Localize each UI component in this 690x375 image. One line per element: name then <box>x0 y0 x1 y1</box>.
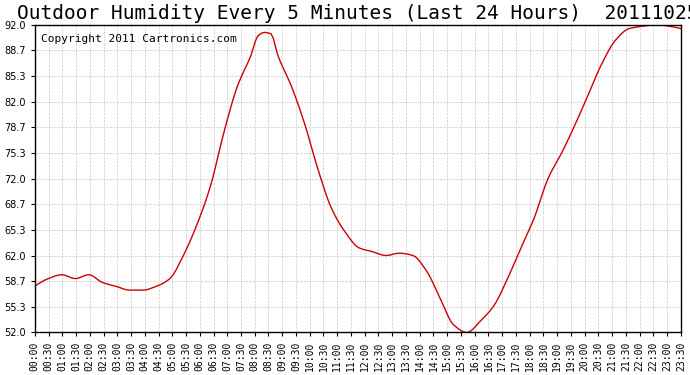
Title: Outdoor Humidity Every 5 Minutes (Last 24 Hours)  20111025: Outdoor Humidity Every 5 Minutes (Last 2… <box>17 4 690 23</box>
Text: Copyright 2011 Cartronics.com: Copyright 2011 Cartronics.com <box>41 34 237 44</box>
